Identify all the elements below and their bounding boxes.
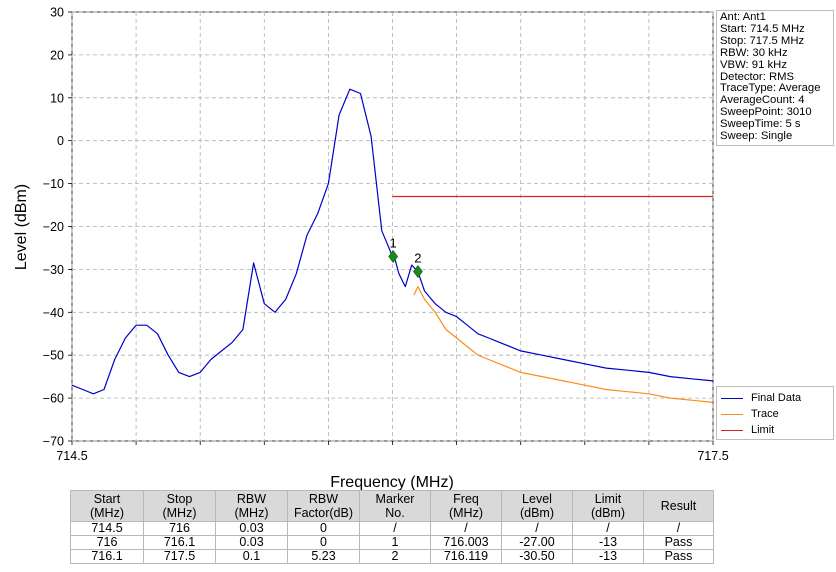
table-row: 716.1 717.5 0.1 5.23 2 716.119 -30.50 -13 Pass	[70, 549, 714, 564]
info-line: Ant: Ant1	[720, 11, 766, 23]
table-cell: 716	[143, 521, 216, 536]
table-header-cell: RBW Factor(dB)	[287, 490, 360, 522]
table-cell: 0.1	[215, 549, 288, 564]
legend-label: Trace	[751, 408, 779, 420]
y-tick-label: −20	[43, 220, 64, 234]
info-line: Stop: 717.5 MHz	[720, 34, 805, 47]
table-header-row: Start (MHz) Stop (MHz) RBW (MHz) RBW Factor(dB)…	[70, 490, 714, 522]
marker-label: 2	[414, 251, 421, 266]
info-line: AverageCount: 4	[720, 94, 805, 107]
y-tick-label: −40	[43, 306, 64, 320]
table-header-cell: Marker No.	[359, 490, 431, 522]
table-header-cell: Freq (MHz)	[430, 490, 502, 522]
info-line: Sweep: Single	[720, 130, 793, 143]
table-cell: 716.119	[430, 549, 502, 564]
legend-item: Trace	[721, 406, 829, 422]
series-lines	[71, 88, 714, 403]
y-tick-label: −70	[43, 435, 64, 449]
info-line: Detector: RMS	[720, 70, 795, 83]
info-line: SweepPoint: 3010	[720, 106, 812, 119]
series-line-final-data	[71, 88, 714, 395]
y-tick-labels: −70 −60 −50 −40 −30 −20 −10 0 10 20 30	[43, 6, 64, 449]
y-tick-label: −30	[43, 263, 64, 277]
y-tick-label: 10	[50, 91, 64, 105]
table-header-cell: Start (MHz)	[70, 490, 144, 522]
table-cell: 717.5	[143, 549, 216, 564]
table-cell: 5.23	[287, 549, 360, 564]
table-cell: Pass	[643, 549, 714, 564]
markers: 12	[388, 236, 423, 279]
table-cell: -13	[572, 549, 644, 564]
table-cell: /	[572, 521, 644, 536]
table-cell: 0.03	[215, 521, 288, 536]
table-cell: 1	[359, 535, 431, 550]
legend-label: Final Data	[751, 392, 802, 404]
result-table: Start (MHz) Stop (MHz) RBW (MHz) RBW Factor(dB)…	[70, 490, 714, 564]
y-tick-label: −50	[43, 349, 64, 363]
marker-label: 1	[390, 236, 397, 251]
x-tick-label: 714.5	[56, 449, 87, 463]
marker-1	[388, 250, 399, 264]
info-line: Start: 714.5 MHz	[720, 22, 805, 35]
y-tick-label: −10	[43, 177, 64, 191]
legend-swatch	[721, 397, 743, 399]
table-cell: -13	[572, 535, 644, 550]
info-line: VBW: 91 kHz	[720, 58, 787, 71]
marker-2	[413, 265, 423, 279]
table-header-cell: RBW (MHz)	[215, 490, 288, 522]
legend-label: Limit	[751, 424, 775, 436]
info-line: TraceType: Average	[720, 82, 821, 95]
table-cell: 716.003	[430, 535, 502, 550]
table-header-cell: Limit (dBm)	[572, 490, 644, 522]
table-header-cell: Stop (MHz)	[143, 490, 216, 522]
table-cell: /	[430, 521, 502, 536]
table-cell: 2	[359, 549, 431, 564]
table-cell: /	[501, 521, 573, 536]
table-cell: -27.00	[501, 535, 573, 550]
table-row: 716 716.1 0.03 0 1 716.003 -27.00 -13 Pass	[70, 535, 714, 550]
info-line: RBW: 30 kHz	[720, 46, 788, 59]
series-line-trace	[413, 286, 714, 403]
y-tick-label: 30	[50, 6, 64, 20]
table-cell: 716.1	[143, 535, 216, 550]
legend-item: Limit	[721, 422, 829, 438]
y-axis-label: Level (dBm)	[13, 184, 30, 270]
y-tick-label: 0	[57, 134, 64, 148]
legend-item: Final Data	[721, 390, 829, 406]
legend-swatch	[721, 429, 743, 431]
x-tick-labels: 714.5 717.5	[56, 449, 728, 463]
table-cell: 0.03	[215, 535, 288, 550]
table-header-cell: Result	[643, 490, 714, 522]
table-cell: -30.50	[501, 549, 573, 564]
table-cell: 716.1	[70, 549, 144, 564]
x-axis-label: Frequency (MHz)	[330, 474, 454, 491]
table-cell: 0	[287, 521, 360, 536]
table-cell: 716	[70, 535, 144, 550]
table-header-cell: Level (dBm)	[501, 490, 573, 522]
x-tick-label: 717.5	[697, 449, 728, 463]
y-tick-label: −60	[43, 392, 64, 406]
table-cell: /	[359, 521, 431, 536]
y-tick-label: 20	[50, 48, 64, 62]
table-cell: 0	[287, 535, 360, 550]
legend-swatch	[721, 413, 743, 415]
grid-lines	[68, 11, 714, 445]
table-cell: 714.5	[70, 521, 144, 536]
info-line: SweepTime: 5 s	[720, 118, 801, 131]
table-cell: Pass	[643, 535, 714, 550]
measurement-info-box: Ant: Ant1 Start: 714.5 MHz Stop: 717.5 MHz…	[716, 10, 834, 146]
table-cell: /	[643, 521, 714, 536]
legend: Final Data Trace Limit	[716, 386, 834, 440]
table-row: 714.5 716 0.03 0// / / /	[70, 521, 714, 536]
